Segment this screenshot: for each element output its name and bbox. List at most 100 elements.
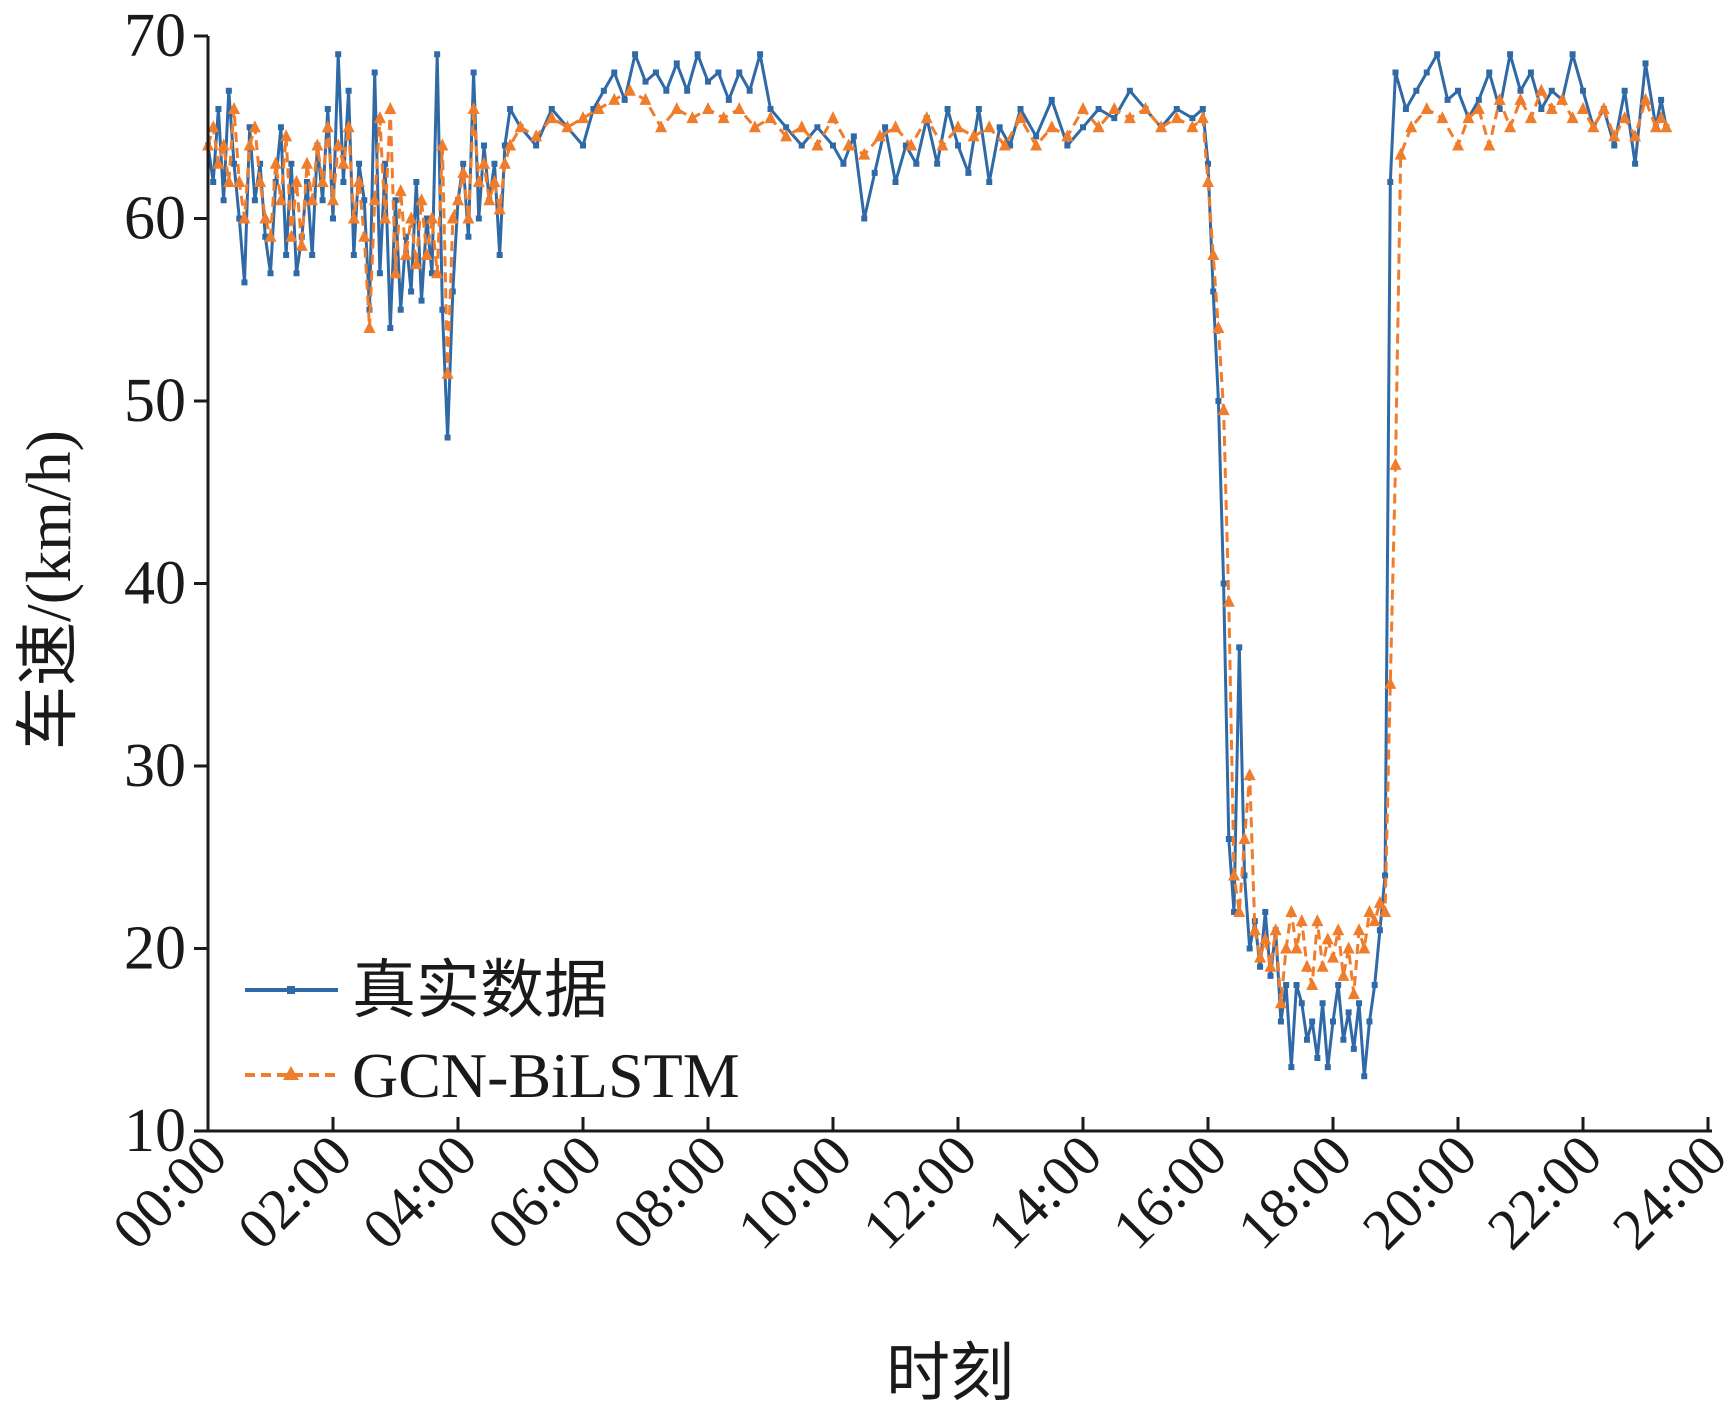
data-point: [1363, 905, 1376, 917]
data-point: [1545, 102, 1558, 114]
y-tick-label: 40: [124, 550, 186, 618]
data-point: [1220, 580, 1227, 587]
data-point: [1045, 120, 1058, 133]
y-tick-label: 60: [124, 185, 186, 253]
plot-area: [202, 51, 1673, 1080]
data-point: [577, 111, 589, 124]
data-point: [1368, 914, 1381, 927]
data-point: [1524, 111, 1537, 124]
data-point: [1231, 909, 1238, 915]
data-point: [889, 120, 902, 133]
data-point: [501, 142, 508, 149]
data-point: [475, 215, 482, 222]
data-point: [736, 69, 743, 76]
data-point: [1236, 644, 1243, 651]
x-tick-label: 16:00: [1100, 1122, 1239, 1261]
data-point: [423, 215, 430, 222]
data-point: [1373, 895, 1386, 908]
data-point: [1064, 142, 1071, 149]
data-point: [449, 288, 456, 295]
data-point: [335, 51, 342, 58]
data-point: [222, 175, 235, 187]
data-point: [983, 120, 996, 133]
data-point: [1392, 69, 1399, 76]
data-point: [257, 160, 264, 167]
data-point: [686, 111, 699, 124]
data-point: [1629, 129, 1642, 142]
data-point: [241, 279, 248, 286]
y-tick-label: 20: [124, 915, 186, 983]
data-point: [371, 69, 378, 76]
data-point: [1384, 676, 1397, 689]
data-point: [1597, 102, 1610, 114]
series-0: [205, 51, 1670, 1080]
data-point: [353, 175, 366, 187]
data-point: [277, 124, 284, 131]
data-point: [472, 175, 485, 187]
data-point: [413, 179, 420, 185]
data-point: [920, 111, 933, 124]
data-point: [392, 197, 399, 204]
data-point: [356, 160, 363, 167]
data-point: [1353, 923, 1366, 936]
data-point: [1233, 905, 1246, 917]
data-point: [1257, 963, 1264, 970]
data-point: [460, 160, 467, 167]
data-point: [705, 78, 711, 85]
data-point: [1212, 321, 1225, 333]
data-point: [1655, 111, 1668, 124]
y-ticks: 10 20 30 40 50 60 70: [124, 2, 208, 1165]
data-point: [1389, 457, 1402, 470]
data-point: [496, 252, 503, 258]
data-point: [439, 306, 446, 313]
data-point: [1452, 138, 1464, 151]
data-point: [1108, 102, 1121, 114]
data-point: [1486, 69, 1493, 76]
data-point: [311, 138, 324, 151]
data-point: [498, 156, 511, 169]
data-point: [457, 165, 470, 178]
data-point: [663, 87, 670, 94]
data-point: [1248, 923, 1261, 936]
data-point: [1535, 83, 1548, 96]
data-point: [1173, 106, 1180, 112]
data-point: [1423, 69, 1430, 76]
data-point: [913, 160, 920, 167]
data-point: [470, 69, 477, 76]
data-point: [1285, 905, 1298, 917]
data-point: [1274, 996, 1287, 1009]
y-tick-label: 30: [124, 732, 186, 800]
legend-label-real: 真实数据: [352, 955, 608, 1026]
data-point: [873, 129, 886, 142]
data-point: [337, 156, 350, 169]
data-point: [316, 175, 329, 187]
data-point: [1222, 594, 1235, 607]
data-point: [902, 142, 909, 149]
data-point: [952, 120, 964, 133]
data-point: [545, 111, 558, 124]
data-point: [905, 138, 918, 151]
data-point: [1202, 175, 1214, 187]
data-point: [830, 142, 836, 149]
data-point: [382, 160, 389, 167]
data-point: [1337, 968, 1350, 981]
data-point: [228, 102, 241, 114]
data-point: [233, 175, 246, 187]
data-point: [1611, 142, 1618, 149]
data-point: [1475, 96, 1482, 103]
data-point: [1660, 120, 1673, 133]
data-point: [418, 297, 425, 304]
data-point: [327, 193, 339, 206]
data-point: [300, 156, 313, 169]
data-point: [1205, 160, 1211, 167]
data-point: [481, 142, 488, 149]
legend-marker-real: [287, 986, 295, 994]
data-point: [1436, 111, 1449, 124]
data-point: [379, 211, 392, 224]
data-point: [1493, 92, 1506, 105]
data-point: [1517, 87, 1524, 94]
data-point: [295, 238, 308, 251]
data-point: [399, 248, 412, 260]
data-point: [955, 142, 961, 149]
data-point: [1413, 87, 1420, 94]
